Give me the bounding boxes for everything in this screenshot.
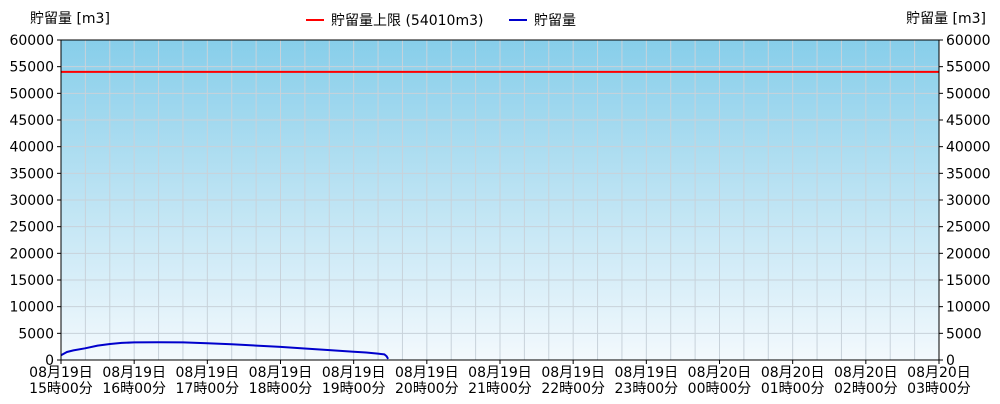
y-tick-label-left: 5000 bbox=[18, 326, 54, 342]
x-tick-label-time: 17時00分 bbox=[176, 381, 240, 397]
y-tick-label-left: 35000 bbox=[9, 166, 54, 182]
x-tick-label-date: 08月19日 bbox=[29, 365, 93, 381]
y-tick-label-left: 60000 bbox=[9, 33, 54, 49]
y-tick-label-left: 15000 bbox=[9, 273, 54, 289]
x-tick-label-date: 08月19日 bbox=[249, 365, 313, 381]
y-tick-label-left: 10000 bbox=[9, 300, 54, 316]
x-tick-label-time: 23時00分 bbox=[615, 381, 679, 397]
x-tick-label-date: 08月20日 bbox=[761, 365, 825, 381]
y-tick-label-right: 45000 bbox=[946, 113, 991, 129]
x-tick-label-date: 08月20日 bbox=[688, 365, 752, 381]
x-tick-label-date: 08月19日 bbox=[541, 365, 605, 381]
y-tick-label-left: 20000 bbox=[9, 246, 54, 262]
y-axis-left-labels: 0 5000 10000 15000 20000 25000 30000 35000 40000… bbox=[9, 33, 54, 369]
y-tick-label-left: 55000 bbox=[9, 60, 54, 76]
y-tick-label-left: 40000 bbox=[9, 140, 54, 156]
y-tick-label-right: 25000 bbox=[946, 220, 991, 236]
x-tick-label-time: 16時00分 bbox=[102, 381, 166, 397]
y-axis-title-right: 貯留量 [m3] bbox=[906, 11, 986, 27]
x-tick-label-date: 08月20日 bbox=[907, 365, 971, 381]
x-tick-label-time: 21時00分 bbox=[468, 381, 532, 397]
x-tick-label-time: 18時00分 bbox=[249, 381, 313, 397]
x-tick-label-time: 00時00分 bbox=[688, 381, 752, 397]
legend-item: 貯留量 bbox=[509, 13, 576, 29]
x-tick-label-time: 19時00分 bbox=[322, 381, 386, 397]
legend-label: 貯留量 bbox=[534, 13, 576, 29]
y-tick-label-left: 0 bbox=[45, 353, 54, 369]
legend-label: 貯留量上限 (54010m3) bbox=[331, 13, 483, 29]
y-tick-label-right: 35000 bbox=[946, 166, 991, 182]
y-tick-label-right: 10000 bbox=[946, 300, 991, 316]
axis-ticks bbox=[57, 39, 943, 364]
y-tick-label-right: 20000 bbox=[946, 246, 991, 262]
x-tick-label-time: 03時00分 bbox=[907, 381, 971, 397]
y-tick-label-right: 60000 bbox=[946, 33, 991, 49]
x-tick-label-time: 02時00分 bbox=[834, 381, 898, 397]
x-tick-label-date: 08月20日 bbox=[834, 365, 898, 381]
y-tick-label-left: 50000 bbox=[9, 86, 54, 102]
series-layer bbox=[60, 70, 939, 360]
legend: 貯留量上限 (54010m3) 貯留量 bbox=[306, 13, 576, 29]
y-tick-label-left: 25000 bbox=[9, 220, 54, 236]
y-axis-title-left: 貯留量 [m3] bbox=[30, 11, 110, 27]
x-tick-label-date: 08月19日 bbox=[176, 365, 240, 381]
x-tick-label-date: 08月19日 bbox=[468, 365, 532, 381]
y-tick-label-right: 0 bbox=[946, 353, 955, 369]
legend-item: 貯留量上限 (54010m3) bbox=[306, 13, 483, 29]
y-tick-label-right: 55000 bbox=[946, 60, 991, 76]
x-tick-label-date: 08月19日 bbox=[102, 365, 166, 381]
y-tick-label-right: 50000 bbox=[946, 86, 991, 102]
x-tick-label-time: 15時00分 bbox=[29, 381, 93, 397]
y-tick-label-left: 30000 bbox=[9, 193, 54, 209]
x-tick-label-date: 08月19日 bbox=[395, 365, 459, 381]
x-axis-labels: 08月19日15時00分08月19日16時00分08月19日17時00分08月1… bbox=[29, 365, 971, 397]
y-tick-label-right: 15000 bbox=[946, 273, 991, 289]
x-tick-label-date: 08月19日 bbox=[615, 365, 679, 381]
y-tick-label-right: 30000 bbox=[946, 193, 991, 209]
series-line-storage-volume bbox=[60, 341, 389, 360]
x-tick-label-time: 20時00分 bbox=[395, 381, 459, 397]
x-tick-label-date: 08月19日 bbox=[322, 365, 386, 381]
y-axis-right-labels: 0 5000 10000 15000 20000 25000 30000 35000 40000… bbox=[946, 33, 991, 369]
grid-lines bbox=[60, 39, 940, 361]
x-tick-label-time: 22時00分 bbox=[541, 381, 605, 397]
y-tick-label-right: 40000 bbox=[946, 140, 991, 156]
x-tick-label-time: 01時00分 bbox=[761, 381, 825, 397]
y-tick-label-right: 5000 bbox=[946, 326, 982, 342]
y-tick-label-left: 45000 bbox=[9, 113, 54, 129]
